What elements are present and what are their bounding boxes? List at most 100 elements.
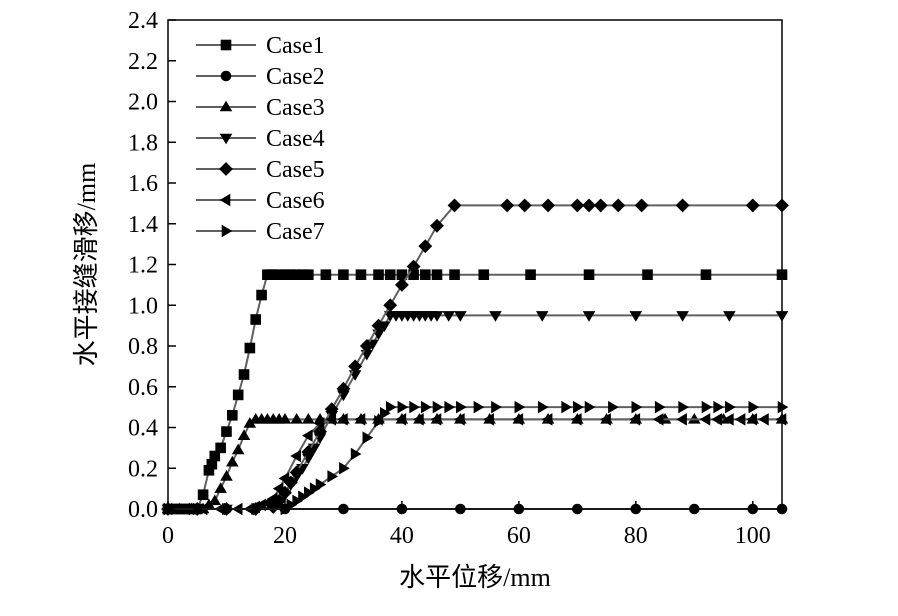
data-point-case7 — [385, 400, 397, 414]
legend-item-case3: Case3 — [196, 95, 325, 121]
legend-item-case4: Case4 — [196, 126, 325, 152]
data-point-case6 — [629, 413, 641, 426]
y-axis-title: 水平接缝滑移/mm — [72, 163, 101, 367]
data-point-case6 — [272, 482, 284, 495]
series-case3 — [161, 413, 789, 514]
data-point-case5 — [447, 198, 462, 213]
data-point-case5 — [301, 445, 316, 459]
data-point-case3 — [302, 413, 315, 424]
data-point-case7 — [432, 400, 444, 414]
data-point-case1 — [197, 489, 209, 501]
data-point-case6 — [512, 413, 524, 426]
data-point-case7 — [362, 431, 374, 444]
data-point-case1 — [583, 269, 595, 280]
y-tick-label: 2.2 — [128, 49, 158, 75]
legend-item-case6: Case6 — [196, 188, 325, 214]
data-point-case7 — [608, 400, 619, 414]
data-point-case5 — [582, 198, 596, 213]
data-point-case3 — [290, 413, 303, 424]
data-point-case3 — [237, 429, 251, 440]
series-case1 — [162, 269, 788, 515]
legend-marker — [219, 193, 231, 207]
data-point-case4 — [489, 311, 502, 322]
data-point-case4 — [582, 311, 596, 322]
data-point-case7 — [713, 400, 725, 414]
data-point-case6 — [746, 413, 758, 426]
legend-label: Case6 — [266, 188, 325, 214]
series-case6 — [161, 413, 787, 516]
legend-marker — [219, 100, 233, 112]
y-tick-label: 0.6 — [128, 375, 158, 401]
data-point-case6 — [775, 413, 787, 426]
data-point-case7 — [491, 400, 502, 414]
data-point-case7 — [473, 400, 485, 414]
data-point-case7 — [304, 486, 315, 499]
data-point-case6 — [454, 413, 465, 426]
data-point-case7 — [350, 447, 362, 461]
data-point-case1 — [215, 442, 226, 454]
y-tick-label: 0.8 — [128, 334, 158, 360]
x-tick-label: 60 — [507, 523, 531, 549]
legend-label: Case5 — [266, 157, 325, 183]
plot-area-frame — [167, 19, 783, 510]
data-point-case5 — [611, 198, 626, 213]
data-point-case7 — [701, 400, 713, 414]
data-point-case6 — [430, 413, 442, 426]
data-point-case7 — [584, 400, 596, 414]
data-point-case7 — [327, 470, 339, 483]
data-point-case5 — [745, 198, 760, 213]
legend-item-case5: Case5 — [196, 157, 325, 183]
data-point-case6 — [290, 449, 301, 463]
data-point-case7 — [374, 415, 385, 428]
data-point-case3 — [220, 470, 233, 481]
data-point-case5 — [430, 218, 444, 233]
y-tick-label: 1.8 — [128, 130, 158, 156]
y-tick-label: 0.2 — [128, 456, 158, 482]
data-point-case1 — [700, 269, 712, 280]
data-point-case5 — [348, 359, 363, 374]
data-point-case7 — [514, 400, 526, 414]
data-point-case7 — [573, 400, 584, 414]
data-point-case3 — [278, 413, 292, 424]
data-point-case3 — [226, 455, 239, 467]
data-point-case4 — [629, 311, 643, 322]
data-point-case7 — [456, 400, 467, 414]
data-point-case7 — [292, 494, 303, 508]
data-point-case5 — [517, 198, 532, 213]
data-point-case5 — [336, 381, 351, 396]
data-point-case1 — [419, 269, 431, 280]
data-point-case1 — [232, 389, 244, 401]
data-point-case6 — [600, 413, 611, 426]
x-axis-title: 水平位移/mm — [399, 563, 551, 592]
data-point-case6 — [723, 413, 734, 426]
data-point-case7 — [298, 490, 309, 504]
data-point-case6 — [734, 413, 746, 426]
data-point-case4 — [442, 311, 455, 322]
data-point-case6 — [413, 413, 424, 426]
data-point-case7 — [561, 400, 572, 414]
data-point-case5 — [593, 198, 608, 213]
data-point-case7 — [537, 400, 549, 414]
series-line-case5 — [168, 204, 782, 510]
data-point-case7 — [286, 498, 298, 512]
data-point-case1 — [238, 369, 250, 380]
data-point-case7 — [380, 406, 391, 420]
series-line-case1 — [168, 273, 782, 510]
legend-item-case1: Case1 — [196, 33, 325, 59]
data-point-case1 — [478, 269, 490, 280]
data-point-case1 — [373, 269, 384, 280]
data-point-case7 — [678, 400, 689, 414]
data-point-case7 — [409, 400, 420, 414]
y-tick-label: 1.4 — [128, 212, 158, 238]
series-line-case6 — [168, 418, 782, 510]
y-tick-label: 0.4 — [128, 416, 158, 442]
data-point-case3 — [231, 443, 245, 455]
data-point-case1 — [431, 269, 443, 280]
data-point-case6 — [652, 413, 664, 426]
legend-label: Case2 — [266, 64, 325, 90]
data-point-case1 — [525, 269, 536, 280]
data-point-case1 — [449, 269, 460, 280]
data-point-case4 — [676, 311, 689, 322]
data-point-case1 — [227, 409, 238, 421]
